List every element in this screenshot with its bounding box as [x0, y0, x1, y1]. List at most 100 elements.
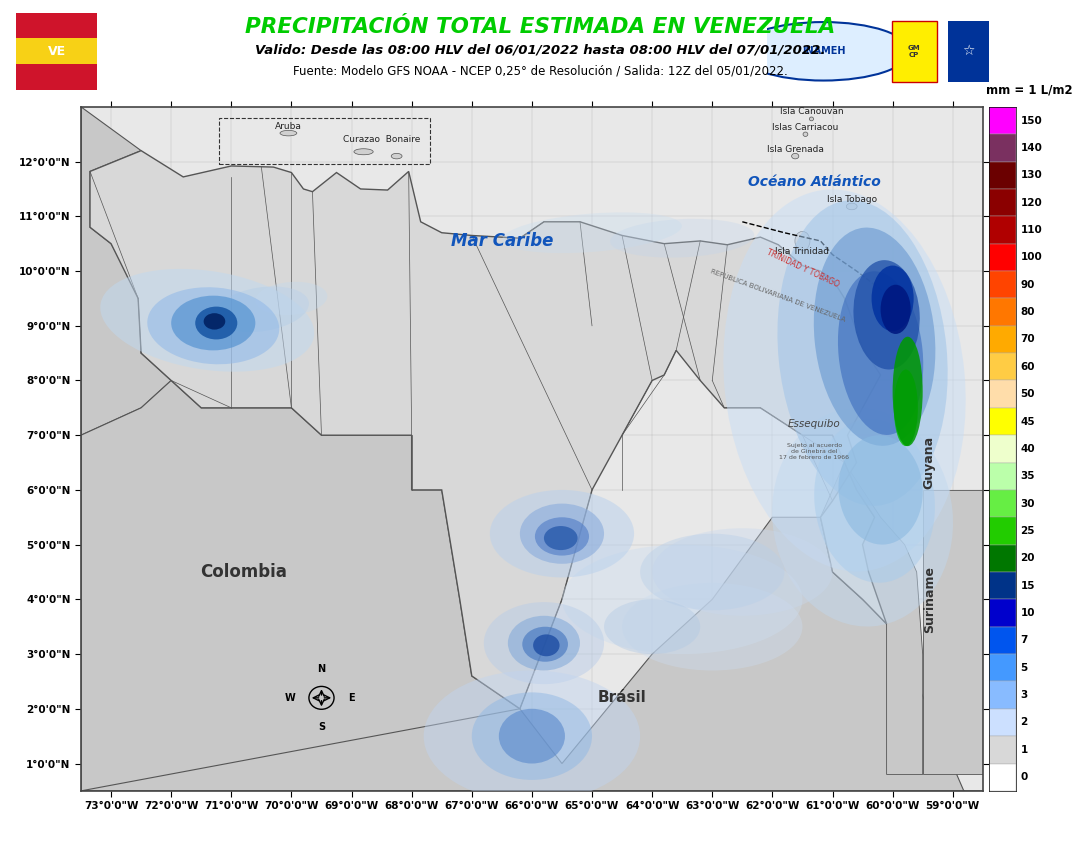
Ellipse shape	[892, 337, 922, 446]
Ellipse shape	[508, 616, 580, 670]
Bar	[989, 463, 1016, 490]
Ellipse shape	[172, 296, 255, 351]
Ellipse shape	[894, 369, 918, 446]
Bar	[989, 353, 1016, 380]
Ellipse shape	[778, 200, 947, 506]
Bar	[989, 326, 1016, 353]
Bar	[989, 490, 1016, 517]
Ellipse shape	[872, 266, 914, 331]
Bar	[16, 64, 97, 90]
Bar	[989, 435, 1016, 463]
Ellipse shape	[484, 602, 604, 684]
Text: 100: 100	[1021, 252, 1042, 262]
Ellipse shape	[652, 528, 833, 616]
Bar	[989, 244, 1016, 271]
Bar	[989, 599, 1016, 627]
Ellipse shape	[853, 260, 920, 369]
Ellipse shape	[880, 285, 910, 334]
Text: 110: 110	[1021, 225, 1042, 235]
Ellipse shape	[795, 232, 810, 251]
Ellipse shape	[256, 282, 327, 315]
Text: Sujeto al acuerdo
de Ginebra del
17 de febrero de 1966: Sujeto al acuerdo de Ginebra del 17 de f…	[780, 444, 850, 460]
Text: 0: 0	[1021, 772, 1028, 782]
Ellipse shape	[847, 203, 858, 209]
Ellipse shape	[544, 526, 578, 550]
Ellipse shape	[622, 583, 802, 670]
Text: Essequibo: Essequibo	[788, 419, 841, 429]
Bar	[989, 736, 1016, 764]
Ellipse shape	[792, 153, 799, 159]
Text: W: W	[284, 693, 295, 703]
Text: 35: 35	[1021, 471, 1035, 481]
Text: 7: 7	[1021, 635, 1028, 646]
Bar	[989, 517, 1016, 545]
Text: 40: 40	[1021, 444, 1036, 454]
Bar	[219, 118, 430, 164]
Polygon shape	[81, 791, 983, 834]
Bar	[989, 134, 1016, 162]
Ellipse shape	[195, 307, 238, 339]
Text: Isla Tobago: Isla Tobago	[826, 196, 877, 204]
Ellipse shape	[214, 286, 309, 333]
Text: 20: 20	[1021, 553, 1035, 563]
Bar	[989, 271, 1016, 298]
Text: 50: 50	[1021, 389, 1035, 399]
Text: 2: 2	[1021, 717, 1028, 728]
Polygon shape	[81, 107, 172, 435]
Text: Colombia: Colombia	[200, 563, 287, 581]
Text: 5: 5	[1021, 663, 1028, 673]
Text: Suriname: Suriname	[922, 566, 935, 633]
Polygon shape	[81, 380, 532, 791]
Text: 90: 90	[1021, 280, 1035, 290]
Ellipse shape	[147, 287, 280, 364]
Text: 45: 45	[1021, 416, 1036, 427]
Text: 140: 140	[1021, 143, 1042, 153]
Text: Valido: Desde las 08:00 HLV del 06/01/2022 hasta 08:00 HLV del 07/01/2022.: Valido: Desde las 08:00 HLV del 06/01/20…	[255, 44, 825, 57]
Text: Océano Atlántico: Océano Atlántico	[748, 175, 881, 190]
Text: Curazao  Bonaire: Curazao Bonaire	[343, 135, 420, 144]
Ellipse shape	[472, 693, 592, 780]
Text: 70: 70	[1021, 334, 1036, 345]
Ellipse shape	[499, 709, 565, 764]
Ellipse shape	[100, 268, 314, 372]
Ellipse shape	[391, 153, 402, 159]
Text: 10: 10	[1021, 608, 1035, 618]
Text: mm = 1 L/m2: mm = 1 L/m2	[986, 84, 1074, 97]
Circle shape	[738, 22, 909, 80]
Ellipse shape	[280, 131, 297, 136]
Text: 30: 30	[1021, 498, 1035, 509]
Bar	[16, 38, 97, 64]
Bar	[989, 681, 1016, 709]
Text: TRINIDAD Y TOBAGO: TRINIDAD Y TOBAGO	[765, 248, 840, 289]
Text: Isla Trinidad: Isla Trinidad	[775, 247, 829, 256]
Text: 150: 150	[1021, 115, 1042, 126]
Text: 1: 1	[1021, 745, 1028, 755]
Ellipse shape	[523, 627, 568, 662]
Ellipse shape	[423, 670, 640, 802]
Ellipse shape	[490, 490, 634, 577]
Ellipse shape	[804, 132, 808, 137]
Polygon shape	[90, 150, 887, 709]
Text: PRECIPITACIÓN TOTAL ESTIMADA EN VENEZUELA: PRECIPITACIÓN TOTAL ESTIMADA EN VENEZUEL…	[245, 17, 835, 38]
Polygon shape	[922, 490, 1074, 775]
Text: Fuente: Modelo GFS NOAA - NCEP 0,25° de Resolución / Salida: 12Z del 05/01/2022.: Fuente: Modelo GFS NOAA - NCEP 0,25° de …	[293, 64, 787, 78]
Bar	[892, 21, 937, 82]
Bar	[989, 298, 1016, 326]
Ellipse shape	[610, 219, 754, 257]
Bar	[989, 162, 1016, 189]
Ellipse shape	[814, 227, 935, 445]
Ellipse shape	[814, 419, 935, 583]
Bar	[989, 380, 1016, 408]
Ellipse shape	[838, 271, 923, 435]
Bar	[989, 627, 1016, 654]
Text: GM
CP: GM CP	[908, 44, 920, 58]
Polygon shape	[81, 517, 983, 834]
Ellipse shape	[502, 212, 681, 253]
Bar	[16, 38, 97, 64]
Text: E: E	[348, 693, 354, 703]
Bar	[989, 189, 1016, 216]
Bar	[989, 216, 1016, 244]
Ellipse shape	[640, 534, 784, 610]
Ellipse shape	[204, 313, 226, 329]
Text: 3: 3	[1021, 690, 1028, 700]
